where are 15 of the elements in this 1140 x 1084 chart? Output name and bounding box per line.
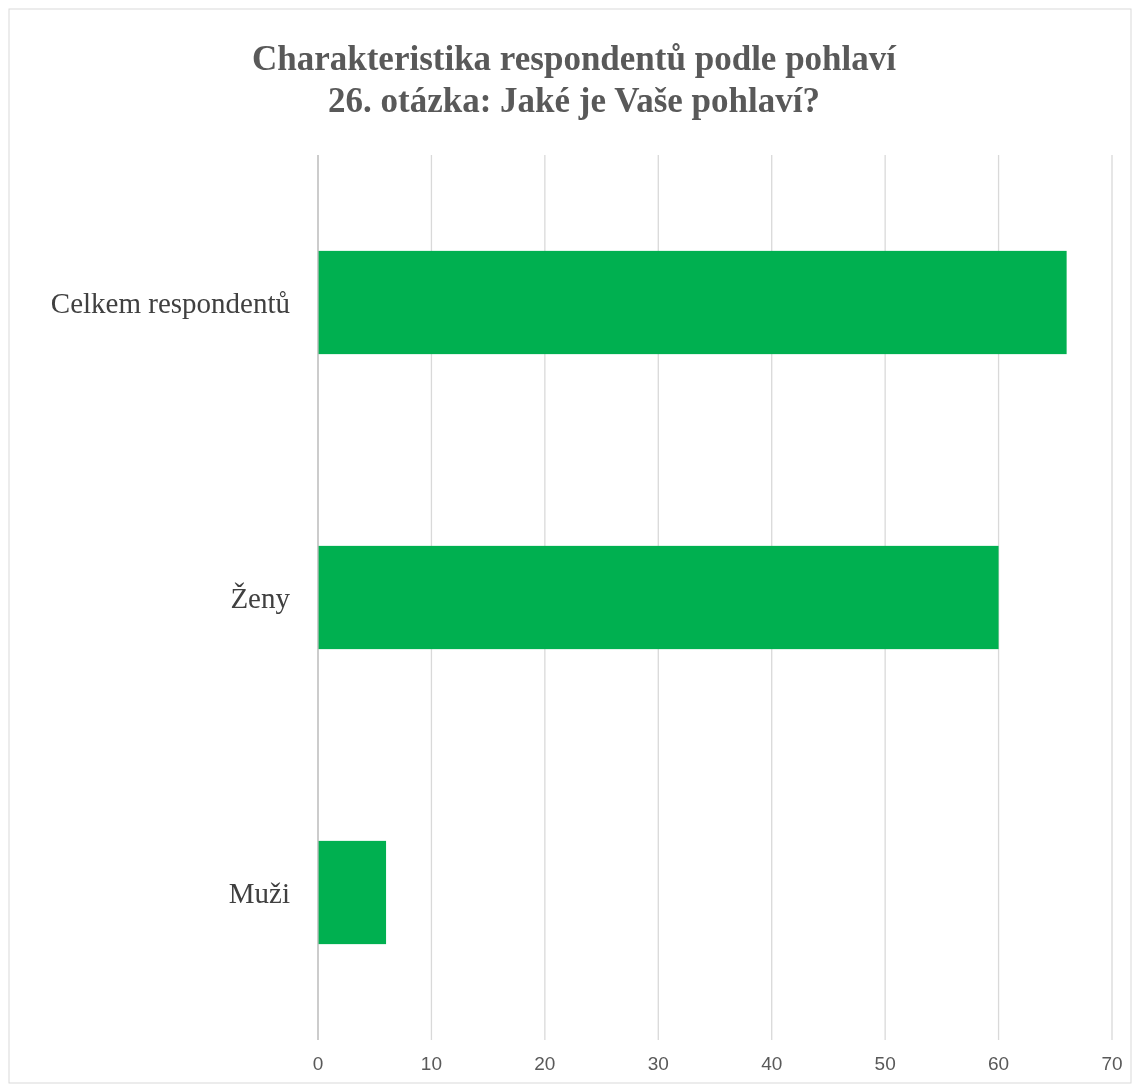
x-tick-label: 30 (647, 1053, 669, 1074)
x-tick-label: 60 (988, 1053, 1010, 1074)
x-tick-label: 0 (312, 1053, 324, 1074)
bar (318, 250, 1067, 355)
bar (318, 545, 999, 650)
y-tick-label: Celkem respondentů (50, 286, 290, 319)
bar (318, 840, 387, 945)
y-tick-label: Muži (228, 876, 290, 909)
x-tick-label: 10 (420, 1053, 442, 1074)
x-tick-label: 70 (1101, 1053, 1123, 1074)
x-tick-label: 50 (874, 1053, 896, 1074)
chart-title: Charakteristika respondentů podle pohlaví 26. otázka: Jaké je Vaše pohlaví? (251, 39, 898, 120)
y-tick-label: Ženy (230, 581, 291, 614)
x-tick-label: 20 (534, 1053, 556, 1074)
x-tick-label: 40 (761, 1053, 783, 1074)
